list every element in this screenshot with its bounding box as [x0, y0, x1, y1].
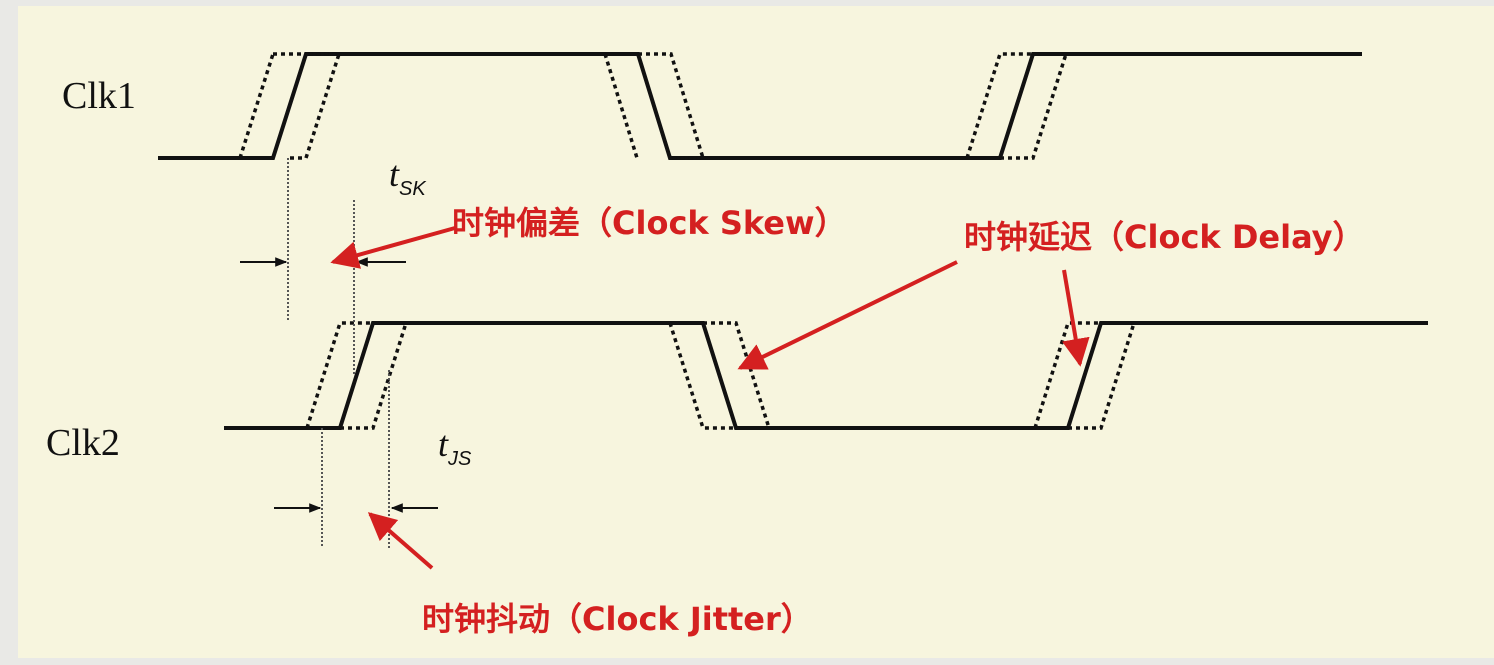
clock-skew-pointer [330, 226, 456, 269]
clock-delay-pointer-left [737, 260, 958, 370]
clk1-fall-jitter-late [638, 52, 706, 160]
clk1-jitter-late-edge [290, 52, 342, 160]
clk1-rise2-jitter-late [1000, 53, 1068, 160]
t-sk-label: tSK [389, 154, 427, 200]
clk2-label: Clk2 [46, 422, 120, 464]
clk1-label: Clk1 [62, 75, 136, 117]
clock-delay-annotation: 时钟延迟（Clock Delay） [964, 218, 1365, 256]
clock-jitter-pointer [367, 512, 434, 570]
t-js-label: tJS [438, 424, 472, 470]
clk2-waveform [224, 321, 1428, 430]
clk2-rise2-jitter-late [1068, 322, 1136, 430]
clock-skew-annotation: 时钟偏差（Clock Skew） [452, 204, 847, 242]
clk1-waveform [158, 52, 1362, 160]
clk2-fall-jitter-late [703, 321, 771, 429]
clk1-fall-jitter-early [603, 53, 639, 159]
diagram-background [18, 6, 1494, 658]
clk1-jitter-early-edge [238, 53, 275, 159]
clock-delay-pointer-right [1061, 269, 1090, 367]
clk2-jitter-late-edge [340, 322, 408, 430]
clock-jitter-annotation: 时钟抖动（Clock Jitter） [422, 600, 813, 638]
clk1-rise2-jitter-early [965, 52, 1033, 159]
